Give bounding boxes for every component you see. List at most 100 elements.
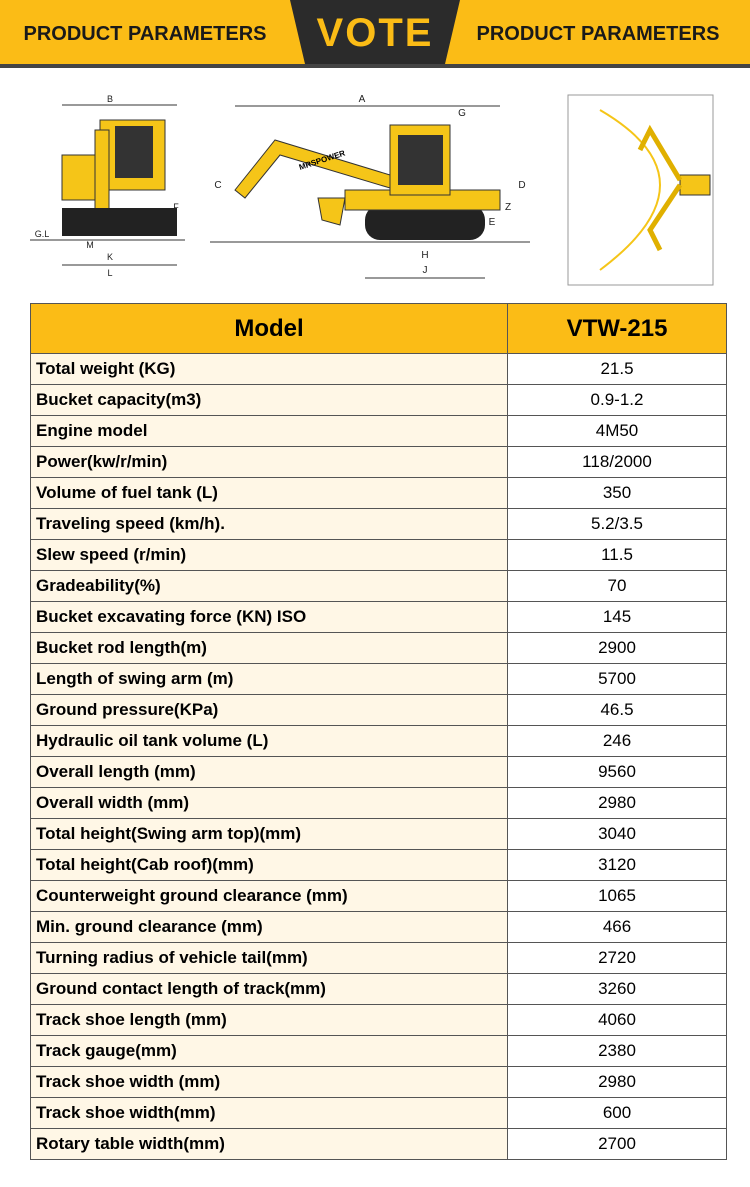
param-name: Track shoe width (mm) <box>30 1066 508 1098</box>
spec-row: Total height(Swing arm top)(mm) 3040 <box>30 818 727 850</box>
spec-row: Overall width (mm) 2980 <box>30 787 727 819</box>
column-header: Model <box>30 303 508 354</box>
dimension-label: Z <box>505 202 511 213</box>
param-name: Ground pressure(KPa) <box>30 694 508 726</box>
param-name: Power(kw/r/min) <box>30 446 508 478</box>
dimension-label: H <box>421 250 428 261</box>
spec-row: Track shoe length (mm) 4060 <box>30 1004 727 1036</box>
arm <box>637 124 683 182</box>
spec-row: Track shoe width (mm) 2980 <box>30 1066 727 1098</box>
param-name: Ground contact length of track(mm) <box>30 973 508 1005</box>
param-name: Bucket rod length(m) <box>30 632 508 664</box>
param-value: 2720 <box>507 942 727 974</box>
cab-window <box>115 126 153 178</box>
param-name: Traveling speed (km/h). <box>30 508 508 540</box>
spec-row: Turning radius of vehicle tail(mm) 2720 <box>30 942 727 974</box>
param-value: 466 <box>507 911 727 943</box>
spec-row: Gradeability(%) 70 <box>30 570 727 602</box>
spec-row: Ground pressure(KPa) 46.5 <box>30 694 727 726</box>
dimension-label: K <box>107 252 113 262</box>
column-header: VTW-215 <box>507 303 727 354</box>
param-name: Counterweight ground clearance (mm) <box>30 880 508 912</box>
param-value: 2900 <box>507 632 727 664</box>
param-value: 11.5 <box>507 539 727 571</box>
spec-row: Slew speed (r/min) 11.5 <box>30 539 727 571</box>
spec-row: Rotary table width(mm) 2700 <box>30 1128 727 1160</box>
spec-row: Traveling speed (km/h). 5.2/3.5 <box>30 508 727 540</box>
param-name: Total height(Swing arm top)(mm) <box>30 818 508 850</box>
bucket <box>317 197 346 226</box>
param-value: 4060 <box>507 1004 727 1036</box>
grid-frame <box>567 94 714 286</box>
spec-row: Counterweight ground clearance (mm) 1065 <box>30 880 727 912</box>
param-name: Turning radius of vehicle tail(mm) <box>30 942 508 974</box>
header-rule <box>0 64 750 68</box>
left-tab <box>0 0 305 64</box>
param-value: 2980 <box>507 787 727 819</box>
spec-row: Volume of fuel tank (L) 350 <box>30 477 727 509</box>
param-name: Length of swing arm (m) <box>30 663 508 695</box>
param-value: 3260 <box>507 973 727 1005</box>
param-value: 70 <box>507 570 727 602</box>
param-name: Track shoe length (mm) <box>30 1004 508 1036</box>
spec-row: Hydraulic oil tank volume (L) 246 <box>30 725 727 757</box>
param-value: 2980 <box>507 1066 727 1098</box>
param-value: 4M50 <box>507 415 727 447</box>
spec-row: Track gauge(mm) 2380 <box>30 1035 727 1067</box>
param-name: Overall width (mm) <box>30 787 508 819</box>
param-value: 3040 <box>507 818 727 850</box>
front-view <box>30 104 185 266</box>
dimension-label: B <box>107 94 113 104</box>
spec-row: Engine model 4M50 <box>30 415 727 447</box>
dimension-label: J <box>423 265 428 276</box>
param-name: Bucket excavating force (KN) ISO <box>30 601 508 633</box>
param-name: Total weight (KG) <box>30 353 508 385</box>
machine <box>679 174 711 196</box>
spec-row: Min. ground clearance (mm) 466 <box>30 911 727 943</box>
dimension-label: M <box>86 240 94 250</box>
spec-row: Total height(Cab roof)(mm) 3120 <box>30 849 727 881</box>
spec-row: Total weight (KG) 21.5 <box>30 353 727 385</box>
param-name: Engine model <box>30 415 508 447</box>
param-name: Hydraulic oil tank volume (L) <box>30 725 508 757</box>
spec-row: Track shoe width(mm) 600 <box>30 1097 727 1129</box>
header: PRODUCT PARAMETERS VOTE PRODUCT PARAMETE… <box>0 0 750 68</box>
dimension-label: D <box>518 180 525 191</box>
dimension-label: C <box>214 180 221 191</box>
spec-row: Overall length (mm) 9560 <box>30 756 727 788</box>
param-value: 145 <box>507 601 727 633</box>
reach-curve <box>599 109 661 271</box>
dimension-label: F <box>173 202 179 212</box>
param-value: 350 <box>507 477 727 509</box>
spec-row: Bucket excavating force (KN) ISO 145 <box>30 601 727 633</box>
param-name: Slew speed (r/min) <box>30 539 508 571</box>
param-name: Min. ground clearance (mm) <box>30 911 508 943</box>
spec-row: Bucket rod length(m) 2900 <box>30 632 727 664</box>
range-view <box>567 94 714 286</box>
param-value: 246 <box>507 725 727 757</box>
param-name: Total height(Cab roof)(mm) <box>30 849 508 881</box>
param-name: Overall length (mm) <box>30 756 508 788</box>
param-name: Track shoe width(mm) <box>30 1097 508 1129</box>
param-value: 5700 <box>507 663 727 695</box>
dimension-label: G.L <box>35 229 50 239</box>
arm <box>647 183 683 252</box>
param-value: 0.9-1.2 <box>507 384 727 416</box>
right-tab-text: PRODUCT PARAMETERS <box>477 23 720 45</box>
dimension-label: E <box>489 217 496 228</box>
track <box>62 208 177 236</box>
param-value: 5.2/3.5 <box>507 508 727 540</box>
track <box>365 205 485 240</box>
param-name: Rotary table width(mm) <box>30 1128 508 1160</box>
spec-row: Ground contact length of track(mm) 3260 <box>30 973 727 1005</box>
param-value: 3120 <box>507 849 727 881</box>
logo: VOTE <box>317 11 434 55</box>
spec-table: Model VTW-215 Total weight (KG) 21.5 Bucke… <box>30 303 727 1160</box>
param-value: 2700 <box>507 1128 727 1160</box>
param-value: 46.5 <box>507 694 727 726</box>
param-value: 1065 <box>507 880 727 912</box>
param-value: 2380 <box>507 1035 727 1067</box>
param-value: 600 <box>507 1097 727 1129</box>
